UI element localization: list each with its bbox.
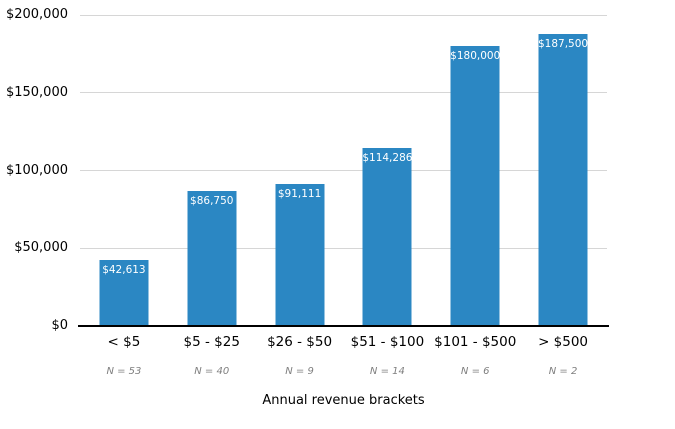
x-axis-category-label: > $500 (538, 334, 589, 350)
gridline (80, 14, 607, 16)
bar-value-label: $91,111 (277, 188, 322, 201)
bar: $114,286 (362, 148, 413, 326)
bar-value-label: $187,500 (537, 38, 589, 51)
bar-slot: $187,500 (519, 15, 607, 326)
bar: $187,500 (537, 34, 589, 326)
y-axis-tick-label: $100,000 (5, 162, 68, 178)
x-axis-category-labels: < $5 $5 - $25 $26 - $50 $51 - $100 $101 - $5… (80, 334, 607, 350)
bar: $42,613 (99, 259, 149, 326)
n-count-label: N = 40 (194, 366, 230, 377)
n-count-labels: N = 53 N = 40 N = 9 N = 14 N = 6 N = 2 (80, 366, 607, 377)
bar-value-label: $42,613 (102, 263, 146, 276)
gridline (80, 92, 607, 94)
x-axis-category-label: < $5 (107, 334, 141, 350)
bar-value-label: $86,750 (190, 195, 234, 208)
n-count-label: N = 6 (460, 366, 490, 377)
bar-slot: $180,000 (431, 15, 519, 326)
plot-area: $42,613 $86,750 $91,111 $114,286 $180,000 $18… (80, 14, 607, 326)
bar-slot: $86,750 (168, 15, 256, 326)
n-count-label: N = 53 (106, 366, 142, 377)
y-axis-tick-label: $0 (51, 318, 68, 333)
y-axis-tick-label: $200,000 (5, 7, 68, 22)
bar-value-label: $114,286 (362, 152, 413, 165)
x-axis-category-label: $101 - $500 (434, 334, 517, 350)
n-count-label: N = 9 (285, 366, 314, 377)
x-axis-line (78, 325, 609, 327)
bar-value-label: $180,000 (450, 50, 501, 63)
x-axis-category-label: $5 - $25 (183, 334, 240, 350)
x-axis-category-label: $26 - $50 (267, 334, 333, 350)
x-axis-category-label: $51 - $100 (350, 334, 425, 350)
bar-slot: $42,613 (80, 15, 168, 326)
y-axis-tick-label: $50,000 (14, 240, 68, 256)
n-count-label: N = 14 (369, 366, 405, 377)
gridline (80, 247, 607, 249)
bar: $86,750 (187, 191, 237, 326)
bar-slot: $114,286 (343, 15, 431, 326)
y-axis-labels: $0 $50,000 $100,000 $150,000 $200,000 (0, 7, 68, 333)
x-axis-title: Annual revenue brackets (262, 393, 425, 408)
n-count-label: N = 2 (548, 366, 578, 377)
bar: $91,111 (275, 184, 325, 326)
bars-container: $42,613 $86,750 $91,111 $114,286 $180,000 $18… (80, 15, 607, 326)
y-axis-tick-label: $150,000 (5, 84, 68, 100)
bar-slot: $91,111 (256, 15, 344, 326)
bar: $180,000 (450, 46, 501, 326)
gridline (80, 170, 607, 171)
